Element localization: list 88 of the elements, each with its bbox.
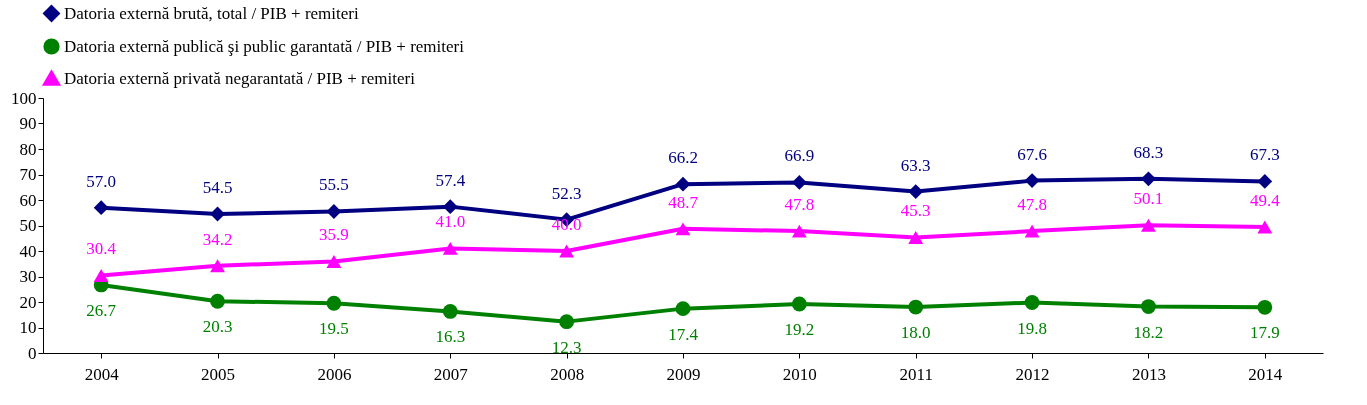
point: [442, 304, 458, 319]
point: [908, 184, 924, 199]
point: [93, 269, 109, 282]
legend-label: Datoria externă publică şi public garantată / PIB + remiteri: [64, 36, 465, 56]
data-label: 68.3: [1133, 142, 1164, 162]
point: [559, 244, 575, 258]
point: [1024, 295, 1040, 310]
point: [442, 199, 458, 215]
point: [1257, 299, 1273, 315]
x-tick-label: 2009: [666, 364, 701, 384]
y-tick-label: 50: [19, 216, 37, 235]
point: [908, 231, 924, 244]
point: [1024, 224, 1040, 238]
data-label: 35.9: [319, 225, 349, 245]
point: [210, 293, 225, 309]
data-label: 40.0: [551, 215, 582, 234]
y-tick-label: 0: [28, 343, 37, 363]
data-label: 19.8: [1017, 318, 1047, 338]
data-label: 17.9: [1249, 323, 1280, 343]
x-tick-label: 2004: [84, 364, 120, 384]
data-label: 47.8: [1017, 195, 1047, 215]
point: [908, 299, 924, 315]
point: [326, 204, 342, 219]
data-label: 52.3: [551, 183, 582, 203]
data-label: 67.3: [1249, 145, 1280, 165]
x-tick-label: 2014: [1248, 364, 1283, 384]
point: [791, 224, 807, 238]
point: [326, 295, 342, 311]
data-label: 49.4: [1249, 191, 1281, 211]
y-tick-label: 70: [19, 165, 37, 184]
data-label: 57.0: [86, 171, 117, 191]
point: [326, 255, 342, 268]
y-tick-label: 10: [19, 318, 37, 337]
point: [1257, 173, 1273, 189]
x-tick-label: 2008: [550, 364, 585, 384]
data-label: 30.4: [86, 239, 117, 259]
point: [791, 174, 807, 190]
point: [442, 242, 458, 255]
point: [675, 222, 691, 236]
point: [1257, 220, 1273, 234]
legend-label: Datoria externă brută, total / PIB + remiteri: [64, 3, 359, 23]
data-label: 17.4: [668, 324, 699, 344]
x-tick-label: 2013: [1131, 364, 1166, 384]
data-label: 18.2: [1133, 322, 1164, 342]
point: [1141, 218, 1156, 232]
point: [791, 296, 807, 312]
data-label: 26.7: [86, 300, 117, 320]
data-label: 34.2: [202, 229, 233, 249]
data-label: 67.6: [1017, 144, 1047, 164]
x-tick-label: 2010: [782, 364, 817, 384]
data-label: 45.3: [900, 201, 931, 221]
data-label: 20.3: [202, 317, 233, 337]
y-tick-label: 80: [19, 139, 37, 159]
x-tick-label: 2012: [1015, 364, 1050, 384]
y-tick-label: 40: [19, 241, 37, 261]
data-label: 19.5: [319, 319, 349, 339]
data-label: 66.2: [668, 148, 698, 168]
x-tick-label: 2011: [899, 364, 933, 384]
data-label: 48.7: [668, 192, 699, 212]
legend-label: Datoria externă privată negarantată / PIB + remiteri: [64, 68, 416, 88]
data-label: 55.5: [319, 175, 349, 195]
data-label: 16.3: [435, 327, 466, 347]
point: [93, 200, 109, 216]
data-label: 66.9: [784, 146, 815, 166]
x-tick-label: 2006: [317, 364, 352, 384]
point: [1141, 171, 1156, 187]
x-tick-label: 2005: [201, 364, 236, 384]
point: [559, 314, 575, 330]
data-label: 63.3: [900, 155, 931, 175]
point: [675, 301, 691, 317]
point: [1141, 299, 1156, 314]
data-label: 47.8: [784, 195, 815, 215]
data-label: 57.4: [435, 170, 466, 190]
data-label: 12.3: [551, 337, 582, 357]
x-tick-label: 2007: [433, 364, 469, 384]
data-label: 54.5: [202, 178, 233, 198]
point: [1024, 173, 1040, 189]
data-label: 19.2: [784, 320, 815, 340]
data-label: 50.1: [1133, 189, 1164, 209]
data-label: 41.0: [435, 212, 466, 232]
y-tick-label: 30: [19, 267, 37, 286]
y-tick-label: 60: [19, 190, 37, 210]
y-tick-label: 100: [11, 88, 37, 108]
y-tick-label: 20: [19, 292, 37, 312]
data-label: 18.0: [900, 323, 931, 343]
point: [210, 259, 225, 273]
y-tick-label: 90: [19, 114, 37, 133]
point: [675, 176, 691, 192]
